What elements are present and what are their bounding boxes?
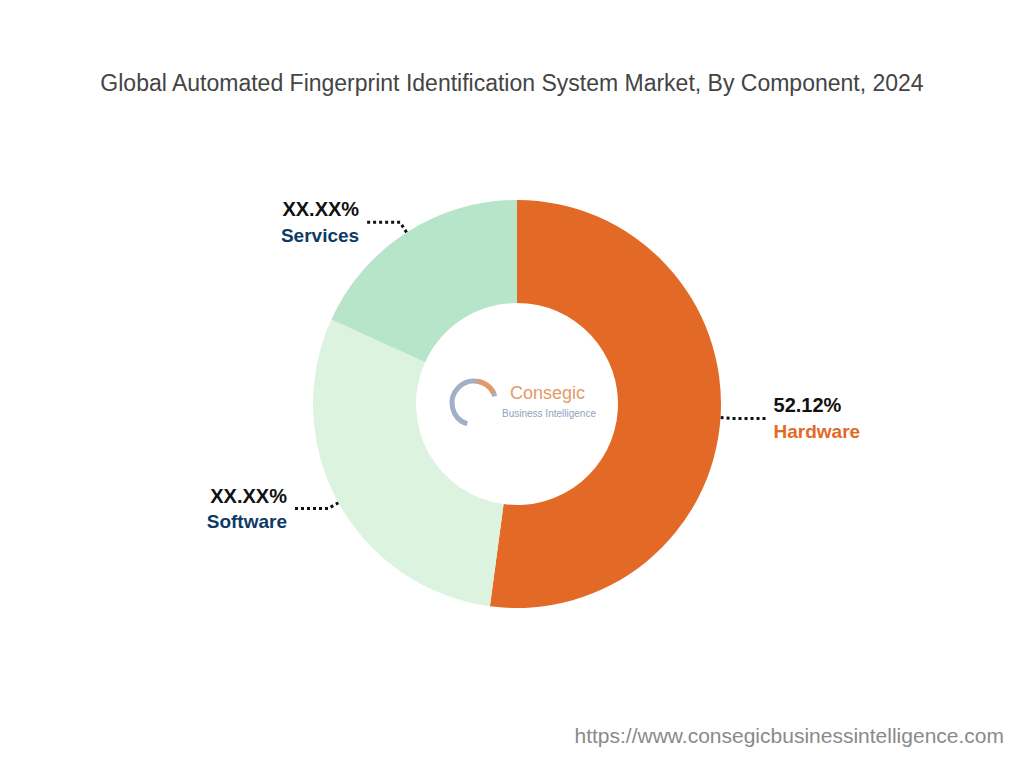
svg-text:Software: Software xyxy=(207,511,287,532)
svg-text:https://www.consegicbusinessin: https://www.consegicbusinessintelligence… xyxy=(574,724,1004,747)
svg-text:Services: Services xyxy=(281,225,359,246)
svg-text:Consegic: Consegic xyxy=(510,383,585,403)
svg-text:Business Intelligence: Business Intelligence xyxy=(502,408,596,419)
svg-text:XX.XX%: XX.XX% xyxy=(282,198,359,220)
svg-text:52.12%: 52.12% xyxy=(774,394,842,416)
svg-text:Hardware: Hardware xyxy=(774,421,861,442)
svg-text:Global Automated Fingerprint I: Global Automated Fingerprint Identificat… xyxy=(100,70,924,96)
svg-text:XX.XX%: XX.XX% xyxy=(210,485,287,507)
